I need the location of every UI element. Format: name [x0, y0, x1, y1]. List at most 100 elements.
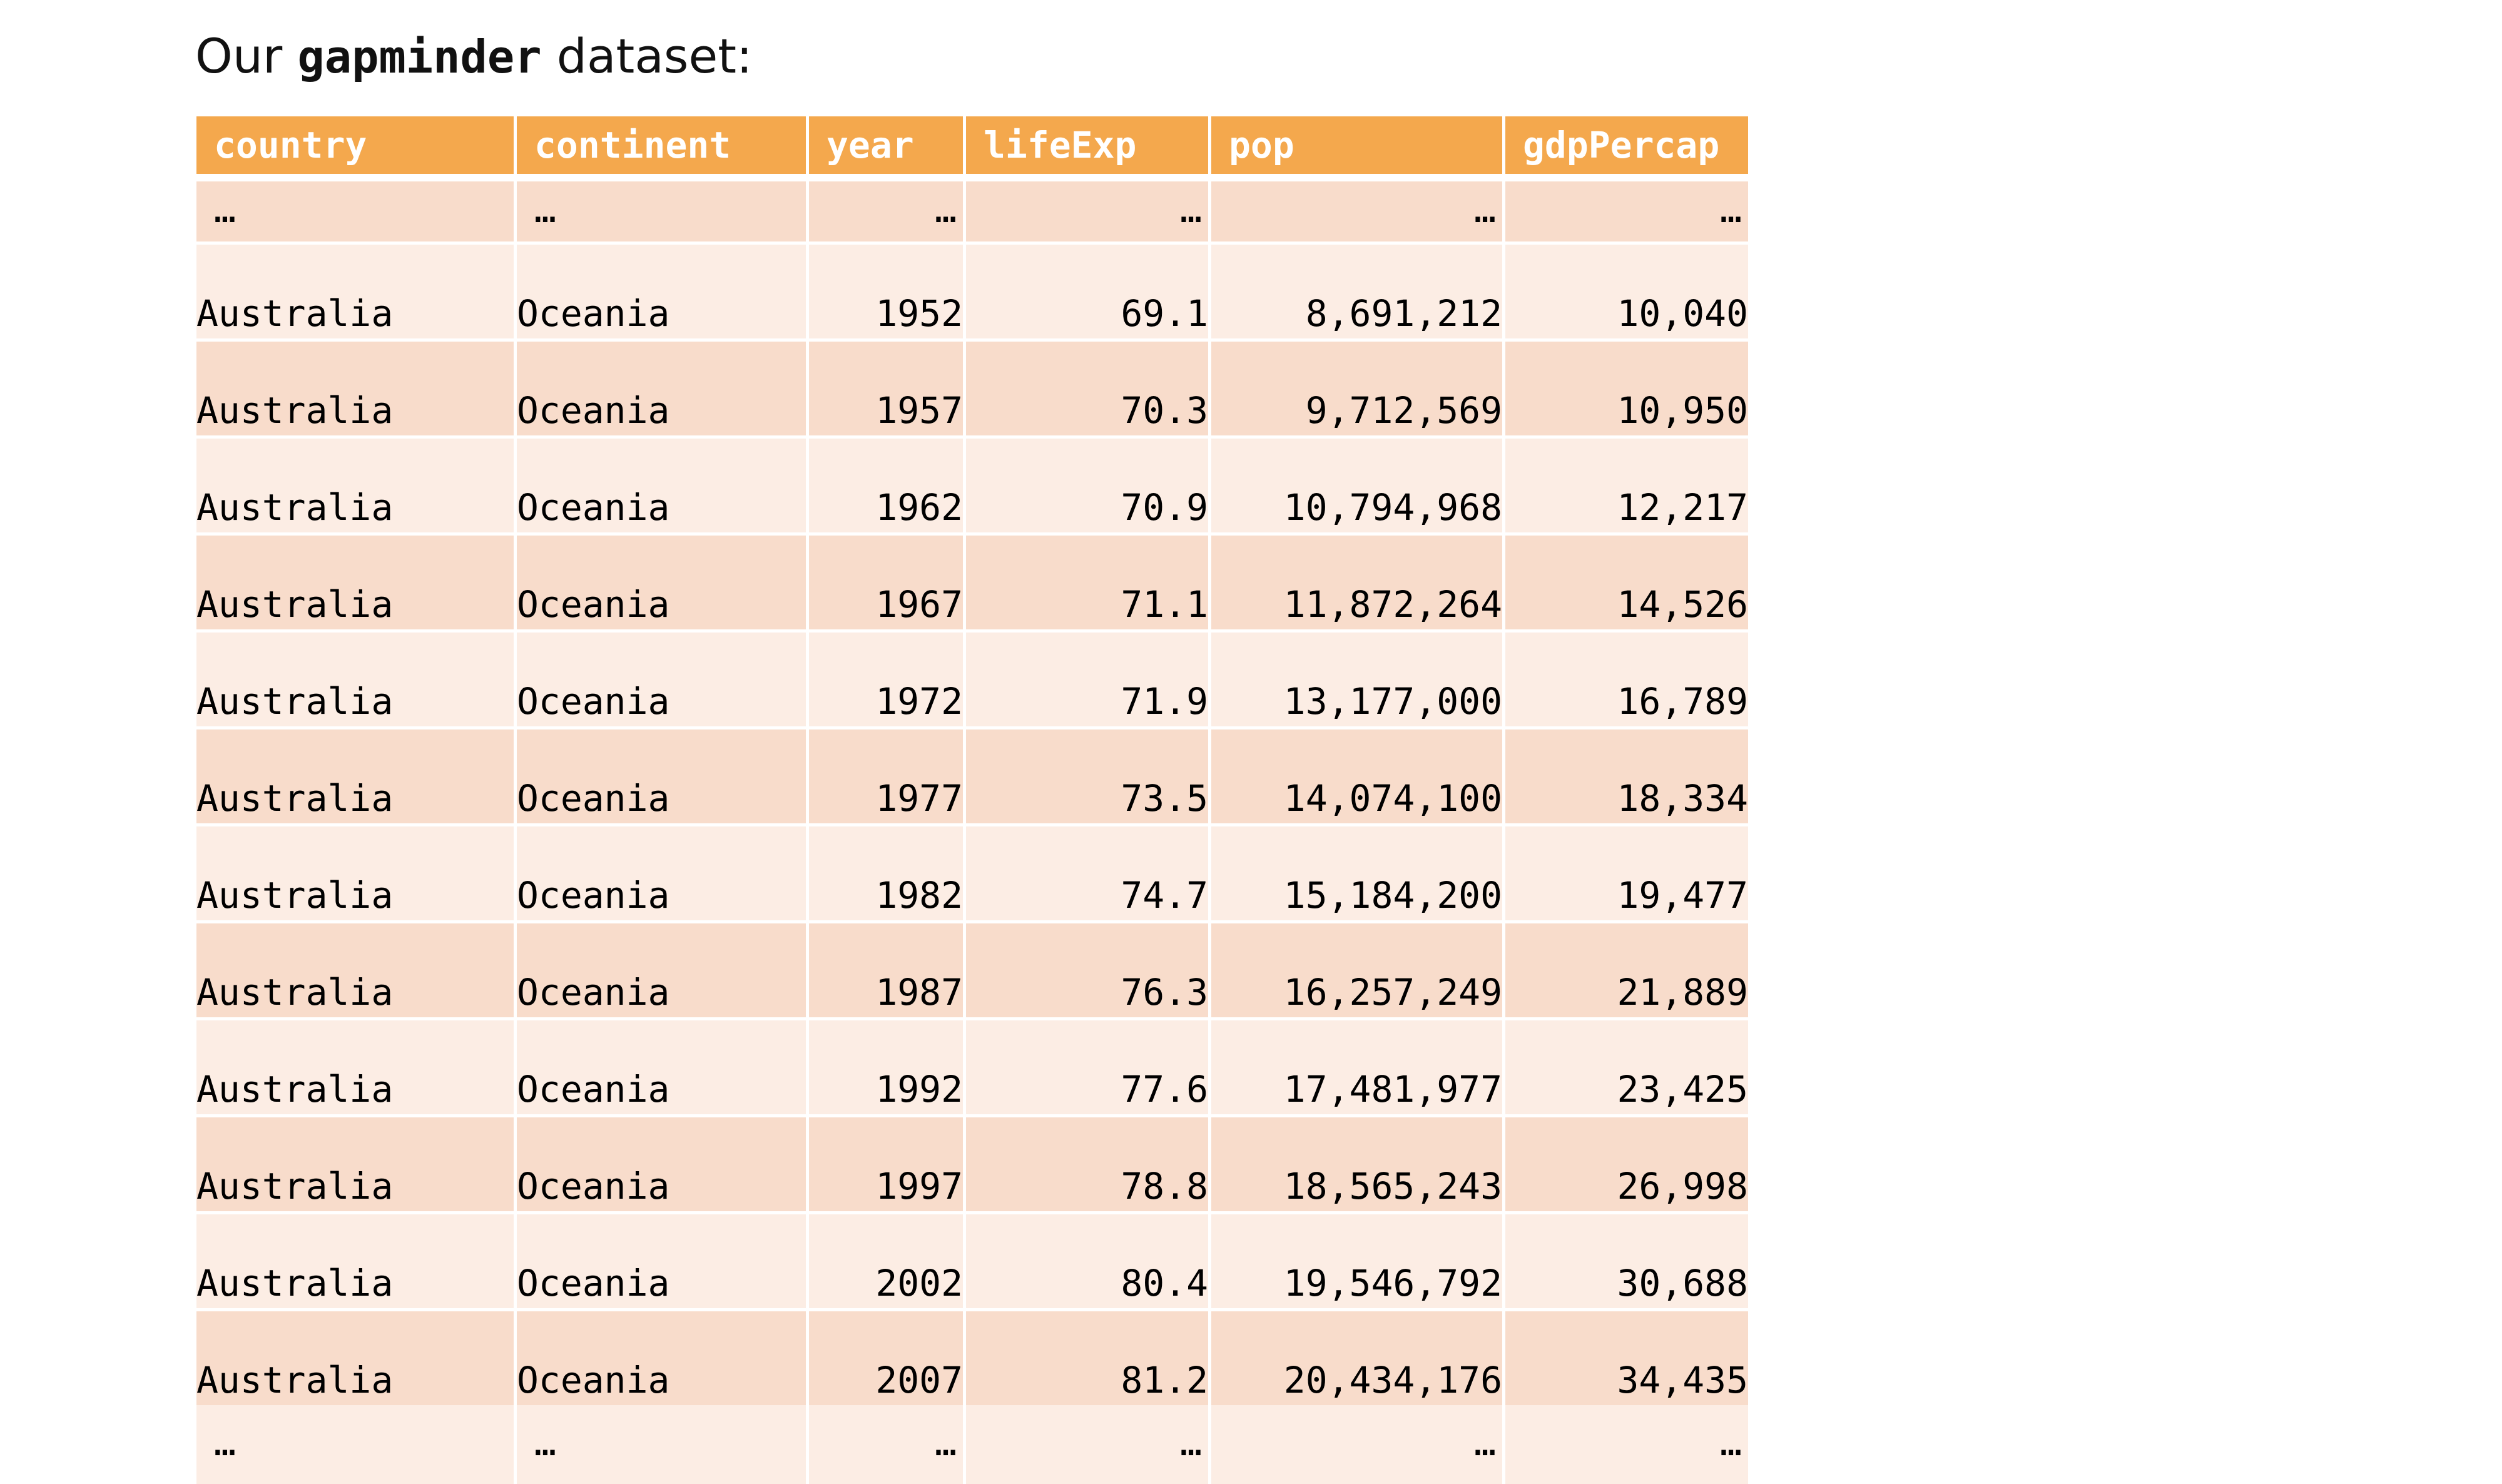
cell-gdppercap: 14,526 [1505, 532, 1748, 629]
table-row: Australia Oceania 1972 71.9 13,177,000 16,789 [196, 629, 1748, 726]
cell-pop: 17,481,977 [1211, 1017, 1502, 1114]
cell-gdppercap: 34,435 [1505, 1308, 1748, 1405]
cell-year: 1952 [809, 241, 963, 338]
cell-lifeexp: 73.5 [966, 726, 1208, 823]
cell-year: 1972 [809, 629, 963, 726]
cell-pop: 14,074,100 [1211, 726, 1502, 823]
table-row: Australia Oceania 1962 70.9 10,794,968 12,217 [196, 435, 1748, 532]
cell-continent: Oceania [517, 241, 806, 338]
table-row: Australia Oceania 1967 71.1 11,872,264 14,526 [196, 532, 1748, 629]
slide-title: Our gapminder dataset: [195, 25, 753, 88]
cell-gdppercap: 26,998 [1505, 1114, 1748, 1211]
ellipsis-row-bottom: … … … … … … [196, 1405, 1748, 1484]
cell-year: 1997 [809, 1114, 963, 1211]
cell-gdppercap: 19,477 [1505, 823, 1748, 920]
cell-lifeexp: 71.9 [966, 629, 1208, 726]
cell-gdppercap: 21,889 [1505, 920, 1748, 1017]
cell-country: Australia [196, 532, 514, 629]
cell-year: 1987 [809, 920, 963, 1017]
cell-lifeexp: 76.3 [966, 920, 1208, 1017]
ellipsis-cell: … [1505, 1405, 1748, 1484]
cell-pop: 19,546,792 [1211, 1211, 1502, 1308]
ellipsis-cell: … [517, 1405, 806, 1484]
cell-gdppercap: 12,217 [1505, 435, 1748, 532]
cell-gdppercap: 23,425 [1505, 1017, 1748, 1114]
cell-year: 1962 [809, 435, 963, 532]
cell-continent: Oceania [517, 629, 806, 726]
table-row: Australia Oceania 1992 77.6 17,481,977 23,425 [196, 1017, 1748, 1114]
cell-country: Australia [196, 241, 514, 338]
column-header-country: country [196, 116, 514, 181]
cell-year: 1967 [809, 532, 963, 629]
cell-country: Australia [196, 1114, 514, 1211]
gapminder-table: country continent year lifeExp pop gdpPe… [193, 116, 1751, 1484]
table-row: Australia Oceania 1982 74.7 15,184,200 19,477 [196, 823, 1748, 920]
cell-continent: Oceania [517, 1017, 806, 1114]
cell-pop: 8,691,212 [1211, 241, 1502, 338]
cell-continent: Oceania [517, 435, 806, 532]
cell-continent: Oceania [517, 920, 806, 1017]
column-header-year: year [809, 116, 963, 181]
cell-lifeexp: 71.1 [966, 532, 1208, 629]
cell-continent: Oceania [517, 823, 806, 920]
cell-country: Australia [196, 435, 514, 532]
cell-country: Australia [196, 920, 514, 1017]
ellipsis-cell: … [966, 181, 1208, 241]
cell-pop: 18,565,243 [1211, 1114, 1502, 1211]
cell-continent: Oceania [517, 1114, 806, 1211]
cell-pop: 20,434,176 [1211, 1308, 1502, 1405]
column-header-pop: pop [1211, 116, 1502, 181]
ellipsis-cell: … [1211, 1405, 1502, 1484]
cell-lifeexp: 81.2 [966, 1308, 1208, 1405]
column-header-gdppercap: gdpPercap [1505, 116, 1748, 181]
dataset-name: gapminder [297, 31, 542, 83]
ellipsis-cell: … [1211, 181, 1502, 241]
cell-gdppercap: 10,040 [1505, 241, 1748, 338]
cell-lifeexp: 70.3 [966, 338, 1208, 435]
table-row: Australia Oceania 1957 70.3 9,712,569 10,950 [196, 338, 1748, 435]
cell-continent: Oceania [517, 1211, 806, 1308]
cell-year: 1977 [809, 726, 963, 823]
cell-continent: Oceania [517, 532, 806, 629]
cell-year: 1957 [809, 338, 963, 435]
cell-country: Australia [196, 823, 514, 920]
table-row: Australia Oceania 1997 78.8 18,565,243 26,998 [196, 1114, 1748, 1211]
cell-pop: 11,872,264 [1211, 532, 1502, 629]
ellipsis-row-top: … … … … … … [196, 181, 1748, 241]
table-row: Australia Oceania 2002 80.4 19,546,792 30,688 [196, 1211, 1748, 1308]
cell-lifeexp: 77.6 [966, 1017, 1208, 1114]
ellipsis-cell: … [517, 181, 806, 241]
title-prefix: Our [195, 28, 283, 84]
cell-continent: Oceania [517, 338, 806, 435]
cell-gdppercap: 18,334 [1505, 726, 1748, 823]
cell-year: 1992 [809, 1017, 963, 1114]
cell-country: Australia [196, 338, 514, 435]
table-row: Australia Oceania 2007 81.2 20,434,176 34,435 [196, 1308, 1748, 1405]
cell-lifeexp: 74.7 [966, 823, 1208, 920]
cell-country: Australia [196, 1017, 514, 1114]
header-row: country continent year lifeExp pop gdpPe… [196, 116, 1748, 181]
cell-country: Australia [196, 1308, 514, 1405]
table-row: Australia Oceania 1977 73.5 14,074,100 18,334 [196, 726, 1748, 823]
ellipsis-cell: … [196, 181, 514, 241]
cell-lifeexp: 80.4 [966, 1211, 1208, 1308]
cell-continent: Oceania [517, 1308, 806, 1405]
cell-pop: 15,184,200 [1211, 823, 1502, 920]
cell-pop: 10,794,968 [1211, 435, 1502, 532]
cell-gdppercap: 10,950 [1505, 338, 1748, 435]
cell-year: 2007 [809, 1308, 963, 1405]
cell-gdppercap: 16,789 [1505, 629, 1748, 726]
ellipsis-cell: … [966, 1405, 1208, 1484]
ellipsis-cell: … [196, 1405, 514, 1484]
cell-pop: 13,177,000 [1211, 629, 1502, 726]
cell-year: 1982 [809, 823, 963, 920]
table-row: Australia Oceania 1952 69.1 8,691,212 10,040 [196, 241, 1748, 338]
ellipsis-cell: … [1505, 181, 1748, 241]
ellipsis-cell: … [809, 1405, 963, 1484]
cell-pop: 9,712,569 [1211, 338, 1502, 435]
cell-gdppercap: 30,688 [1505, 1211, 1748, 1308]
title-suffix: dataset: [556, 28, 753, 84]
cell-country: Australia [196, 726, 514, 823]
column-header-continent: continent [517, 116, 806, 181]
cell-year: 2002 [809, 1211, 963, 1308]
